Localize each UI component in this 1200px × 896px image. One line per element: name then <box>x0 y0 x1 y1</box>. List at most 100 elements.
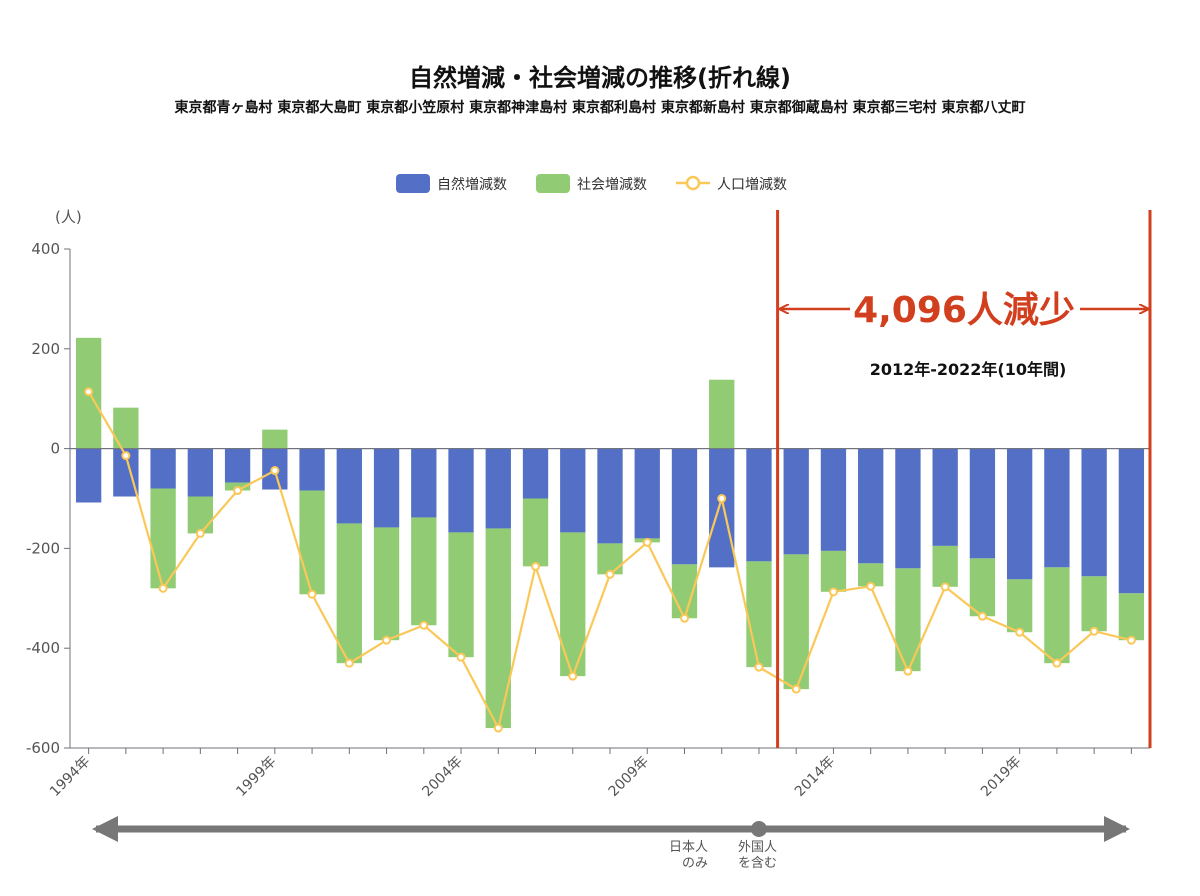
social-bar <box>597 543 623 575</box>
legend-label-population: 人口増減数 <box>717 176 787 193</box>
population-point <box>233 486 243 496</box>
population-point <box>791 684 801 694</box>
natural-bar <box>560 448 586 533</box>
natural-bar <box>75 448 102 503</box>
population-point <box>1126 635 1136 645</box>
social-bar <box>150 488 176 589</box>
social-bar <box>746 561 772 668</box>
timeline-right-note-1: 外国人 <box>738 840 777 855</box>
population-point <box>270 466 280 476</box>
y-tick-label: -600 <box>26 739 60 757</box>
natural-bar <box>1006 448 1033 580</box>
social-bar <box>1006 579 1033 633</box>
y-axis-unit: (人) <box>55 208 82 226</box>
natural-bar <box>373 448 400 528</box>
natural-bar <box>783 448 809 555</box>
timeline-left-note-2: のみ <box>682 856 708 871</box>
social-bar <box>820 550 847 592</box>
social-bar <box>858 563 884 587</box>
chart-subtitle: 東京都青ヶ島村 東京都大島町 東京都小笠原村 東京都神津島村 東京都利島村 東京… <box>174 100 1026 116</box>
chart-title: 自然増減・社会増減の推移(折れ線) <box>409 64 791 92</box>
social-bar <box>1044 567 1070 664</box>
x-tick-label: 2014年 <box>792 754 838 800</box>
legend-label-natural: 自然増減数 <box>437 176 507 193</box>
population-point <box>1089 626 1099 636</box>
social-bar <box>373 527 400 641</box>
social-bar <box>299 490 325 595</box>
line-series <box>84 387 1136 733</box>
population-point <box>754 662 764 672</box>
population-point <box>679 613 689 623</box>
natural-bar <box>411 448 437 518</box>
x-tick-label: 2004年 <box>419 754 465 800</box>
legend-label-social: 社会増減数 <box>577 176 647 193</box>
population-point <box>642 537 652 547</box>
social-bar <box>522 498 549 567</box>
population-point <box>307 589 317 599</box>
natural-bar <box>1118 448 1145 594</box>
natural-bar <box>634 448 660 539</box>
period-annotation: 4,096人減少 2012年-2022年(10年間) <box>776 210 1152 748</box>
population-point <box>195 528 205 538</box>
annotation-period: 2012年-2022年(10年間) <box>870 360 1067 379</box>
population-point <box>419 620 429 630</box>
natural-bar <box>709 448 735 568</box>
natural-bar <box>895 448 921 569</box>
natural-bar <box>336 448 362 524</box>
natural-bar <box>858 448 884 564</box>
population-point <box>382 635 392 645</box>
timeline-right-note-2: を含む <box>738 855 777 871</box>
natural-bar <box>1044 448 1070 568</box>
natural-bar <box>932 448 958 546</box>
y-tick-label: -400 <box>26 639 60 657</box>
population-point <box>493 723 503 733</box>
social-bar <box>1118 593 1145 641</box>
y-tick-label: 0 <box>50 440 60 458</box>
population-point <box>121 451 131 461</box>
natural-bar <box>448 448 474 533</box>
natural-bar <box>746 448 772 562</box>
y-axis: 400 200 0 -200 -400 -600 <box>26 240 71 757</box>
natural-bar <box>299 448 325 491</box>
natural-bar <box>187 448 214 497</box>
timeline-left-note-1: 日本人 <box>669 840 708 855</box>
x-tick-label: 1994年 <box>47 754 93 800</box>
population-point <box>866 581 876 591</box>
y-tick-label: 400 <box>31 240 60 258</box>
population-point <box>717 494 727 503</box>
population-point <box>84 387 94 397</box>
natural-bar <box>150 448 176 489</box>
natural-bar <box>485 448 511 529</box>
population-point <box>977 611 987 621</box>
population-point <box>1015 627 1025 637</box>
y-tick-label: 200 <box>31 340 60 358</box>
natural-bar <box>969 448 996 559</box>
social-bar <box>187 496 214 534</box>
x-tick-label: 1999年 <box>233 754 279 800</box>
population-point <box>1052 658 1062 668</box>
natural-bar <box>597 448 623 544</box>
natural-bar <box>224 448 251 483</box>
timeline-split-dot <box>750 821 767 837</box>
population-point <box>456 652 466 662</box>
social-bar <box>969 558 996 617</box>
social-bar <box>932 545 958 587</box>
timeline: 日本人 のみ 外国人 を含む <box>92 816 1130 871</box>
annotation-total-decrease: 4,096人減少 <box>853 290 1075 331</box>
social-bar <box>485 528 511 729</box>
legend: 自然増減数 社会増減数 人口増減数 <box>396 174 787 193</box>
population-point <box>158 583 168 593</box>
population-point <box>531 561 541 571</box>
social-bar <box>336 523 362 664</box>
population-point <box>344 658 354 668</box>
social-bar <box>709 379 735 449</box>
natural-bar <box>671 448 698 565</box>
x-tick-label: 2009年 <box>606 754 652 800</box>
population-point <box>903 666 913 676</box>
population-point <box>828 587 838 597</box>
bar-series <box>70 337 1150 729</box>
legend-swatch-natural <box>396 174 430 193</box>
population-point <box>940 582 950 592</box>
social-bar <box>895 568 921 672</box>
